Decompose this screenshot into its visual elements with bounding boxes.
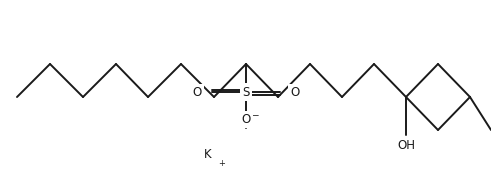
Text: K: K [204, 148, 212, 161]
Text: O: O [193, 85, 202, 98]
Text: O: O [242, 113, 250, 126]
Text: OH: OH [397, 139, 415, 152]
Text: O: O [290, 85, 299, 98]
Text: S: S [243, 85, 250, 98]
Text: +: + [218, 159, 225, 168]
Text: −: − [251, 110, 259, 119]
